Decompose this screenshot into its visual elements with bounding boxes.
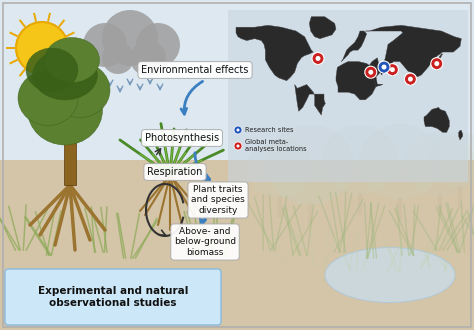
FancyBboxPatch shape (228, 10, 468, 182)
Ellipse shape (266, 125, 354, 205)
Polygon shape (434, 66, 440, 70)
FancyBboxPatch shape (5, 269, 221, 325)
Circle shape (102, 10, 158, 66)
Circle shape (404, 73, 416, 85)
Ellipse shape (33, 50, 98, 100)
Circle shape (237, 145, 239, 148)
Polygon shape (368, 74, 374, 78)
Polygon shape (295, 84, 325, 115)
Polygon shape (236, 25, 313, 81)
Circle shape (234, 142, 242, 150)
Text: Environmental effects: Environmental effects (141, 65, 249, 75)
Circle shape (237, 128, 239, 131)
Ellipse shape (358, 124, 442, 200)
Text: Respiration: Respiration (147, 167, 203, 177)
Text: Above- and
below-ground
biomass: Above- and below-ground biomass (174, 227, 236, 257)
Polygon shape (365, 25, 461, 86)
Ellipse shape (247, 138, 313, 198)
Ellipse shape (405, 132, 474, 196)
Polygon shape (336, 62, 383, 100)
Polygon shape (315, 60, 321, 64)
Circle shape (136, 23, 180, 67)
Polygon shape (341, 31, 367, 62)
Ellipse shape (26, 48, 78, 92)
Ellipse shape (50, 62, 110, 117)
FancyBboxPatch shape (64, 75, 76, 185)
Ellipse shape (27, 75, 102, 145)
Circle shape (368, 70, 374, 75)
Polygon shape (424, 108, 449, 132)
Text: Experimental and natural
observational studies: Experimental and natural observational s… (38, 286, 188, 308)
Ellipse shape (429, 132, 474, 188)
Text: Global meta-
analyses locations: Global meta- analyses locations (245, 140, 307, 152)
Text: Plant traits
and species
diversity: Plant traits and species diversity (191, 185, 245, 215)
Circle shape (16, 22, 68, 74)
FancyBboxPatch shape (0, 160, 474, 330)
Polygon shape (381, 69, 387, 73)
Circle shape (365, 66, 377, 78)
Polygon shape (407, 81, 413, 85)
Polygon shape (310, 17, 336, 39)
Circle shape (130, 40, 166, 76)
Circle shape (312, 52, 324, 64)
Ellipse shape (18, 71, 78, 125)
Circle shape (102, 42, 134, 74)
Circle shape (390, 67, 395, 72)
Text: Photosynthesis: Photosynthesis (145, 133, 219, 143)
Polygon shape (390, 72, 395, 76)
Circle shape (378, 61, 390, 73)
Circle shape (431, 58, 443, 70)
Circle shape (386, 64, 399, 76)
FancyBboxPatch shape (0, 0, 474, 200)
Ellipse shape (321, 125, 399, 195)
Circle shape (316, 56, 320, 61)
Circle shape (83, 23, 127, 67)
Polygon shape (435, 54, 443, 67)
Circle shape (382, 65, 386, 70)
Polygon shape (459, 130, 463, 140)
Ellipse shape (325, 248, 455, 303)
Text: Research sites: Research sites (245, 127, 293, 133)
Circle shape (408, 77, 413, 82)
Circle shape (434, 61, 439, 66)
Circle shape (234, 126, 242, 134)
Ellipse shape (45, 38, 100, 82)
